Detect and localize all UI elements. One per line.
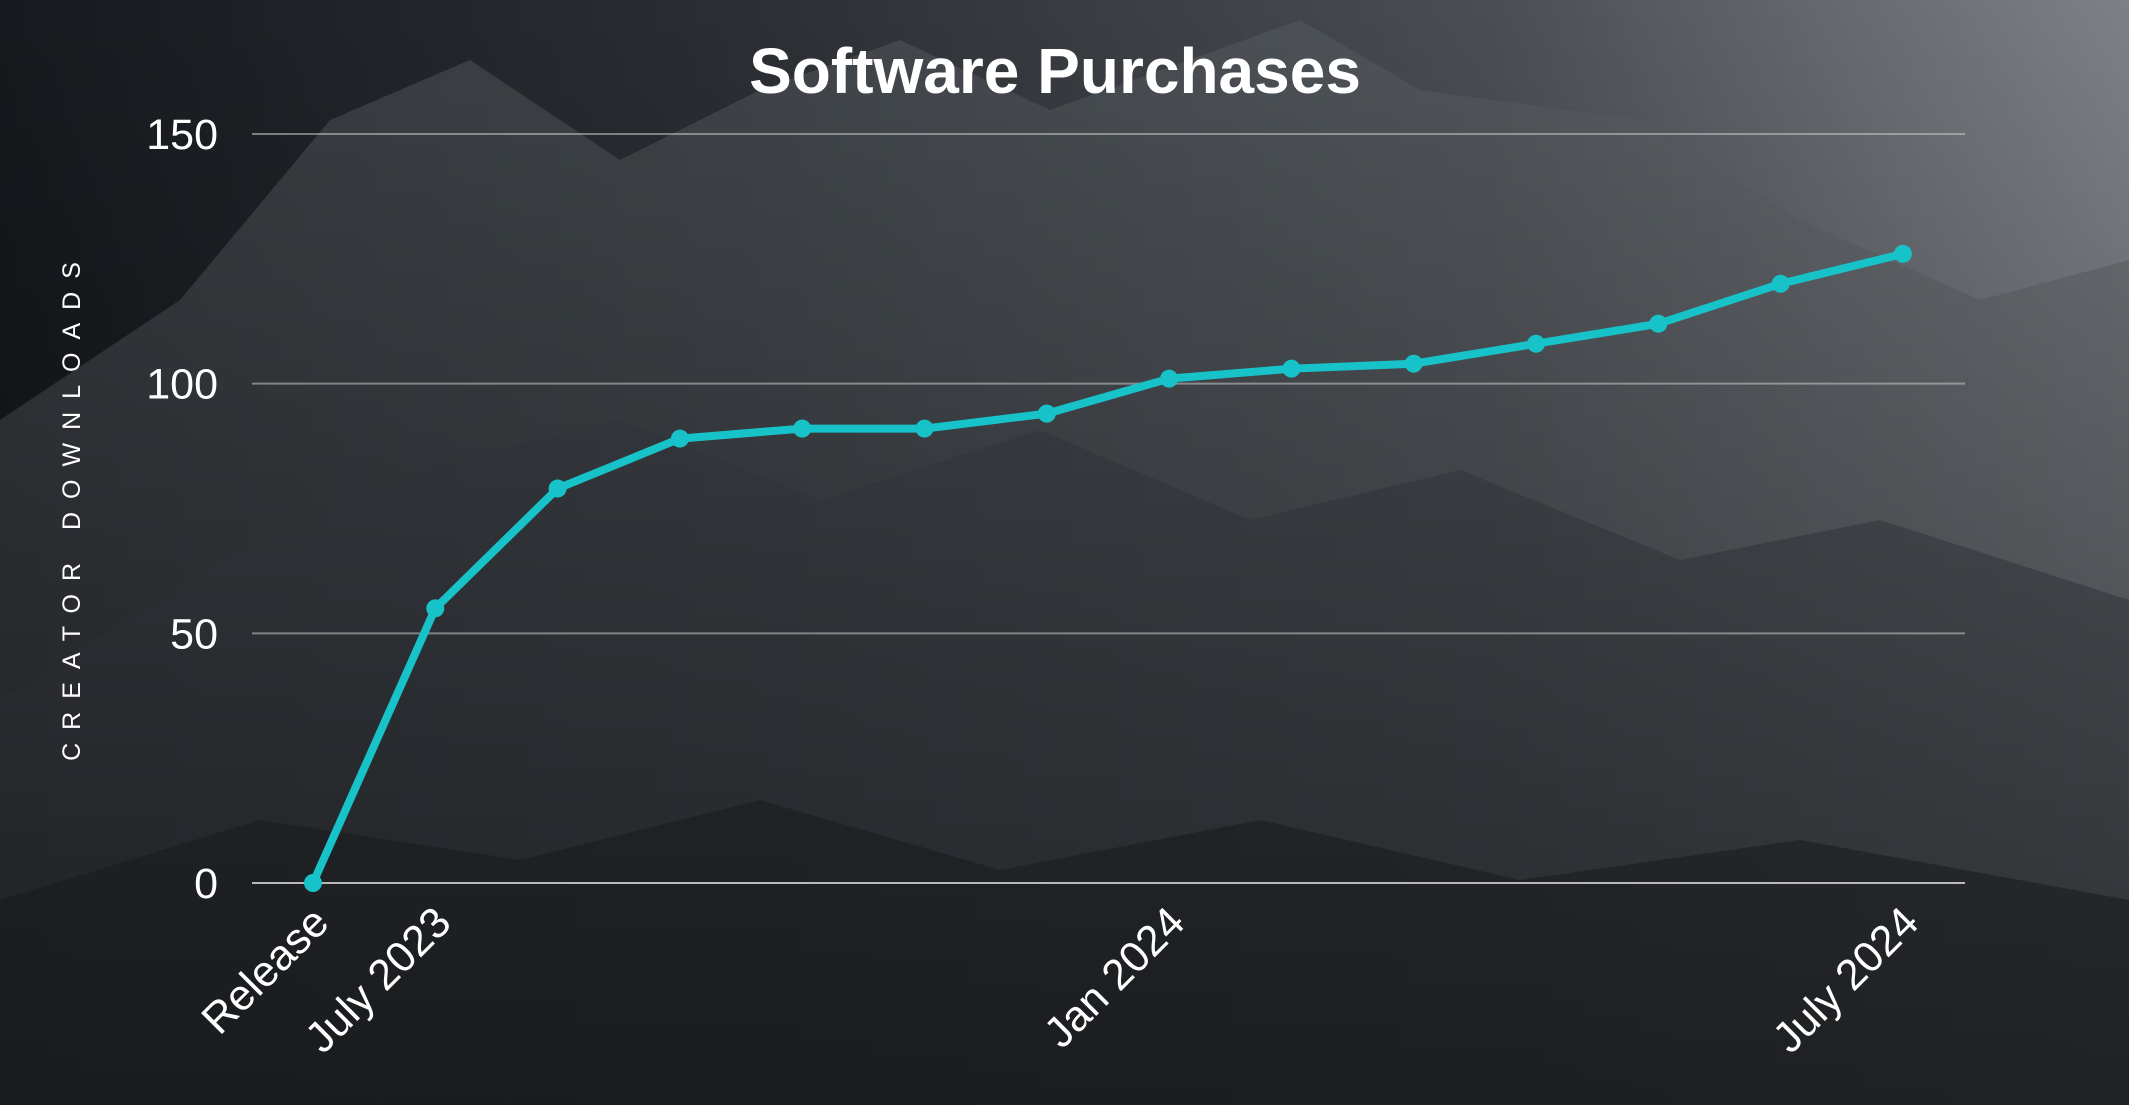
chart-title: Software Purchases <box>749 35 1361 107</box>
gridlines <box>252 133 1965 884</box>
data-point-9 <box>1404 354 1423 373</box>
y-axis-label: CREATOR DOWNLOADS <box>58 249 86 761</box>
y-axis-ticks: 0 50 100 150 <box>146 111 218 908</box>
data-point-3 <box>670 429 689 448</box>
data-point-1 <box>426 599 445 618</box>
data-point-4 <box>793 419 812 438</box>
data-point-13 <box>1893 244 1912 263</box>
y-tick-label-0: 0 <box>194 860 218 908</box>
data-point-8 <box>1282 359 1301 378</box>
x-tick-label-july-2024: July 2024 <box>1764 898 1928 1062</box>
x-tick-label-jan-2024: Jan 2024 <box>1035 898 1194 1057</box>
data-point-2 <box>548 479 567 498</box>
data-point-7 <box>1160 369 1179 388</box>
data-point-6 <box>1037 404 1056 423</box>
series-line <box>309 249 1907 887</box>
data-point-5 <box>915 419 934 438</box>
y-tick-label-150: 150 <box>146 111 218 159</box>
y-tick-label-100: 100 <box>146 361 218 409</box>
y-tick-label-50: 50 <box>170 610 218 658</box>
data-point-11 <box>1649 314 1668 333</box>
data-point-0 <box>304 874 322 892</box>
series-group <box>304 244 1912 892</box>
data-point-10 <box>1527 334 1545 353</box>
data-point-12 <box>1771 274 1790 293</box>
